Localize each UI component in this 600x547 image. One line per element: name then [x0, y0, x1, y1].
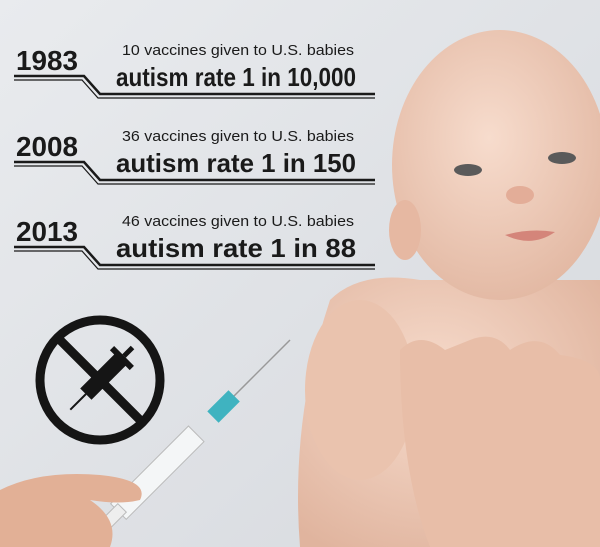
- autism-text: autism rate 1 in 10,000: [116, 62, 356, 92]
- underline: [14, 245, 375, 267]
- year: 1983: [16, 45, 78, 76]
- autism-text: autism rate 1 in 150: [116, 148, 356, 178]
- baby-mouth: [505, 230, 555, 241]
- autism-text: autism rate 1 in 88: [116, 233, 356, 263]
- vaccines-text: 36 vaccines given to U.S. babies: [122, 128, 354, 145]
- underline: [14, 250, 375, 270]
- vaccines-text: 46 vaccines given to U.S. babies: [122, 213, 354, 230]
- year: 2013: [16, 216, 78, 247]
- baby-head: [392, 30, 600, 300]
- baby-eye: [454, 164, 482, 176]
- baby-eye: [548, 152, 576, 164]
- baby-nose: [506, 186, 534, 204]
- underline: [14, 160, 375, 182]
- underline: [14, 79, 375, 99]
- baby-ear: [389, 200, 421, 260]
- underline: [14, 74, 375, 96]
- underline: [14, 165, 375, 185]
- vaccines-text: 10 vaccines given to U.S. babies: [122, 42, 354, 59]
- no-vaccine-icon: [35, 315, 165, 445]
- left-hand: [0, 474, 142, 547]
- year: 2008: [16, 131, 78, 162]
- adult-hand: [400, 336, 600, 547]
- timeline: 1983 10 vaccines given to U.S. babies auti…: [14, 42, 375, 270]
- baby-arm: [305, 300, 415, 480]
